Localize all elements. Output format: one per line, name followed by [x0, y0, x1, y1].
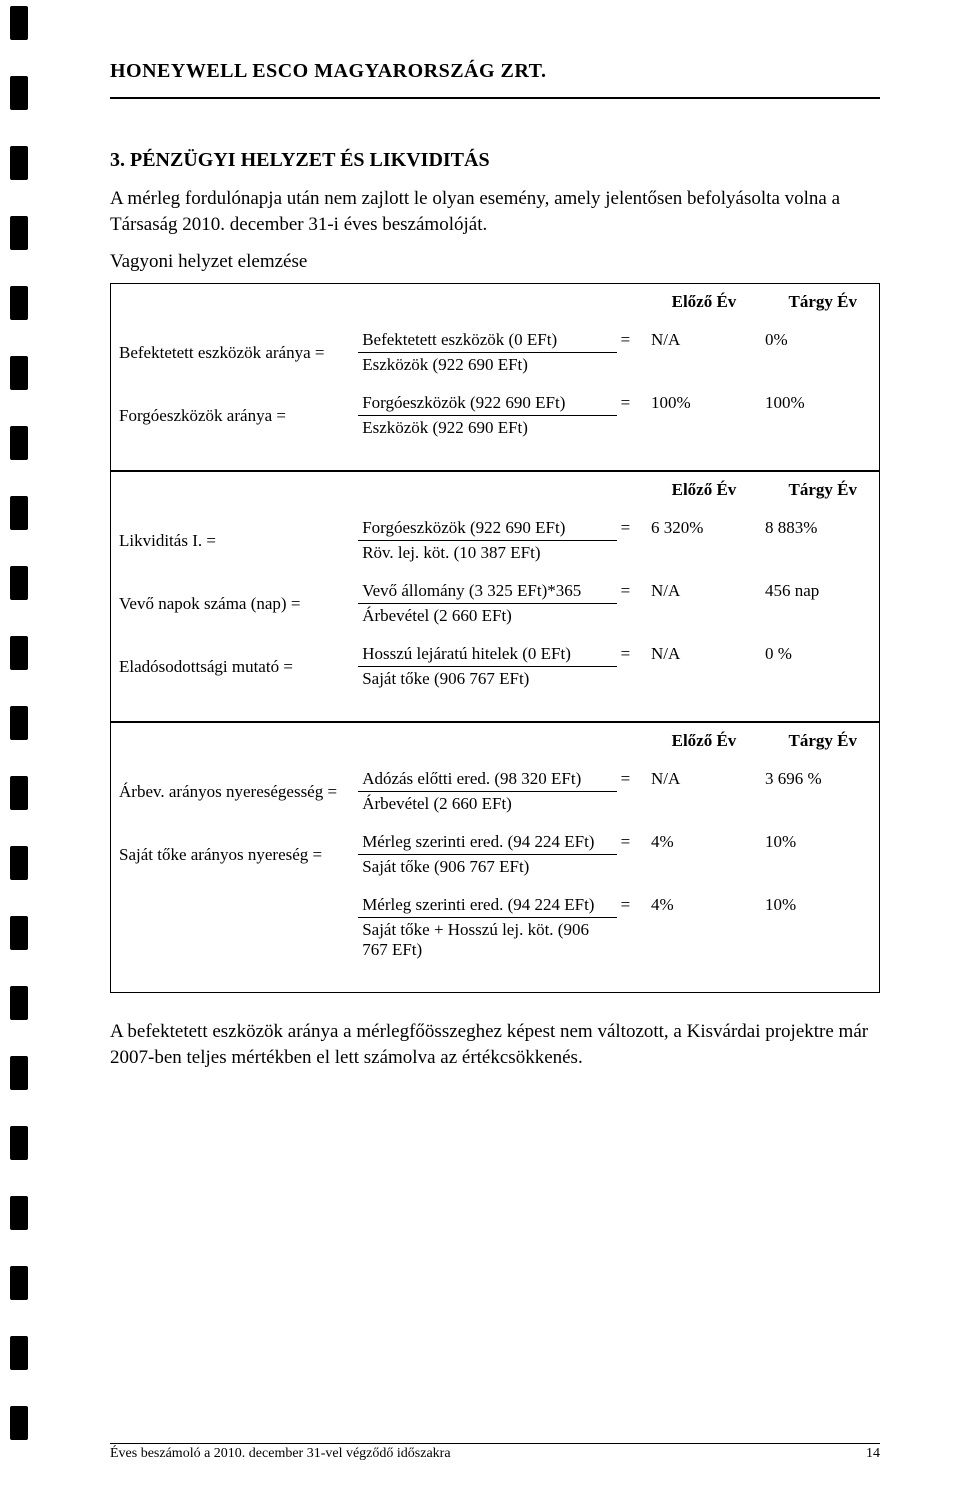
ratio-table-2: Előző Év Tárgy Év Likviditás I. = Forgóe… [110, 471, 880, 722]
row-denominator: Saját tőke (906 767 EFt) [358, 855, 616, 880]
binding-holes [10, 0, 30, 1498]
row-prev: N/A [647, 767, 761, 816]
col-prev: Előző Év [647, 478, 761, 502]
row-denominator: Röv. lej. köt. (10 387 EFt) [358, 541, 616, 566]
col-curr: Tárgy Év [761, 478, 875, 502]
col-prev: Előző Év [647, 290, 761, 314]
row-prev: N/A [647, 579, 761, 628]
row-numerator: Befektetett eszközök (0 EFt) [358, 328, 616, 353]
subheading: Vagyoni helyzet elemzése [110, 251, 880, 273]
divider-top [110, 97, 880, 99]
row-label: Vevő napok száma (nap) = [115, 579, 358, 628]
page-number: 14 [866, 1446, 880, 1462]
row-prev: 4% [647, 893, 761, 962]
equals-sign: = [617, 516, 647, 565]
page: HONEYWELL ESCO MAGYARORSZÁG ZRT. 3. PÉNZ… [0, 0, 960, 1498]
footer-text: Éves beszámoló a 2010. december 31‑vel v… [110, 1446, 451, 1462]
row-prev: 6 320% [647, 516, 761, 565]
row-denominator: Eszközök (922 690 EFt) [358, 353, 616, 378]
row-label: Forgóeszközök aránya = [115, 391, 358, 440]
row-label: Árbev. arányos nyereségesség = [115, 767, 358, 816]
ratio-table-3: Előző Év Tárgy Év Árbev. arányos nyeresé… [110, 722, 880, 993]
row-denominator: Saját tőke (906 767 EFt) [358, 667, 616, 692]
col-prev: Előző Év [647, 729, 761, 753]
page-footer: Éves beszámoló a 2010. december 31‑vel v… [110, 1443, 880, 1462]
row-numerator: Forgóeszközök (922 690 EFt) [358, 391, 616, 416]
equals-sign: = [617, 830, 647, 879]
row-numerator: Mérleg szerinti ered. (94 224 EFt) [358, 893, 616, 918]
row-numerator: Hosszú lejáratú hitelek (0 EFt) [358, 642, 616, 667]
row-curr: 3 696 % [761, 767, 875, 816]
row-prev: N/A [647, 328, 761, 377]
intro-paragraph: A mérleg fordulónapja után nem zajlott l… [110, 186, 880, 237]
row-label: Saját tőke arányos nyereség = [115, 830, 358, 879]
row-curr: 10% [761, 830, 875, 879]
row-denominator: Eszközök (922 690 EFt) [358, 416, 616, 441]
col-curr: Tárgy Év [761, 729, 875, 753]
equals-sign: = [617, 642, 647, 691]
company-name: HONEYWELL ESCO MAGYARORSZÁG ZRT. [110, 60, 880, 83]
row-numerator: Adózás előtti ered. (98 320 EFt) [358, 767, 616, 792]
row-prev: 100% [647, 391, 761, 440]
row-curr: 8 883% [761, 516, 875, 565]
row-curr: 10% [761, 893, 875, 962]
col-curr: Tárgy Év [761, 290, 875, 314]
row-curr: 100% [761, 391, 875, 440]
row-numerator: Vevő állomány (3 325 EFt)*365 [358, 579, 616, 604]
row-label [115, 893, 358, 962]
row-denominator: Saját tőke + Hosszú lej. köt. (906 767 E… [358, 918, 616, 963]
row-curr: 0 % [761, 642, 875, 691]
row-numerator: Forgóeszközök (922 690 EFt) [358, 516, 616, 541]
row-label: Befektetett eszközök aránya = [115, 328, 358, 377]
row-label: Eladósodottsági mutató = [115, 642, 358, 691]
row-prev: 4% [647, 830, 761, 879]
section-title: 3. PÉNZÜGYI HELYZET ÉS LIKVIDITÁS [110, 149, 880, 172]
equals-sign: = [617, 391, 647, 440]
row-curr: 456 nap [761, 579, 875, 628]
equals-sign: = [617, 767, 647, 816]
equals-sign: = [617, 328, 647, 377]
row-numerator: Mérleg szerinti ered. (94 224 EFt) [358, 830, 616, 855]
ratio-table-1: Előző Év Tárgy Év Befektetett eszközök a… [110, 283, 880, 471]
closing-paragraph: A befektetett eszközök aránya a mérlegfő… [110, 1019, 880, 1070]
row-prev: N/A [647, 642, 761, 691]
row-label: Likviditás I. = [115, 516, 358, 565]
row-denominator: Árbevétel (2 660 EFt) [358, 604, 616, 629]
equals-sign: = [617, 893, 647, 962]
row-denominator: Árbevétel (2 660 EFt) [358, 792, 616, 817]
equals-sign: = [617, 579, 647, 628]
row-curr: 0% [761, 328, 875, 377]
